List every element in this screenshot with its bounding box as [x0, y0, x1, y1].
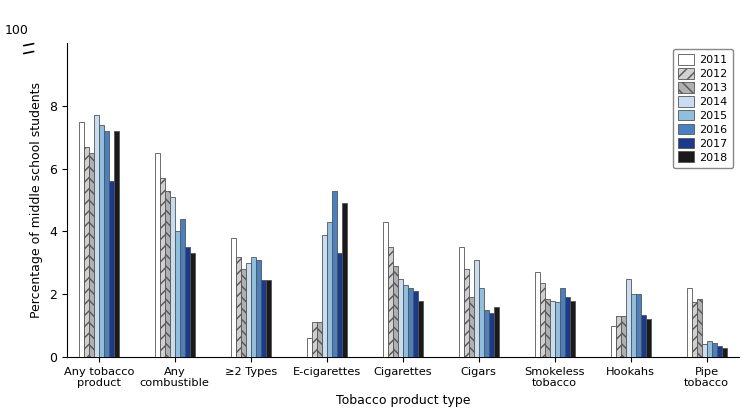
- Bar: [494, 307, 499, 357]
- Bar: [184, 247, 190, 357]
- Bar: [631, 294, 636, 357]
- Bar: [535, 272, 540, 357]
- Bar: [307, 338, 312, 357]
- Bar: [109, 181, 114, 357]
- Bar: [555, 302, 560, 357]
- Bar: [408, 288, 413, 357]
- Bar: [712, 343, 717, 357]
- Bar: [550, 301, 555, 357]
- Bar: [621, 316, 626, 357]
- Bar: [241, 269, 246, 357]
- Bar: [388, 247, 393, 357]
- Bar: [484, 310, 489, 357]
- Bar: [256, 260, 261, 357]
- Bar: [155, 153, 160, 357]
- Bar: [640, 315, 646, 357]
- Bar: [540, 283, 544, 357]
- Bar: [646, 319, 650, 357]
- Bar: [170, 197, 175, 357]
- Bar: [322, 234, 327, 357]
- Bar: [413, 291, 418, 357]
- Bar: [94, 115, 99, 357]
- Bar: [175, 232, 180, 357]
- Bar: [636, 294, 640, 357]
- Bar: [231, 238, 236, 357]
- Y-axis label: Percentage of middle school students: Percentage of middle school students: [30, 82, 44, 318]
- Bar: [327, 222, 332, 357]
- Bar: [160, 178, 165, 357]
- Bar: [489, 313, 494, 357]
- Bar: [266, 280, 271, 357]
- Bar: [246, 263, 250, 357]
- Bar: [84, 147, 88, 357]
- Bar: [697, 299, 702, 357]
- Bar: [544, 299, 550, 357]
- Bar: [332, 191, 337, 357]
- Bar: [478, 288, 484, 357]
- Bar: [316, 322, 322, 357]
- Bar: [418, 301, 423, 357]
- Bar: [717, 346, 722, 357]
- Bar: [403, 285, 408, 357]
- Bar: [616, 316, 621, 357]
- Bar: [383, 222, 388, 357]
- Bar: [464, 269, 469, 357]
- Bar: [236, 257, 241, 357]
- Bar: [165, 191, 170, 357]
- X-axis label: Tobacco product type: Tobacco product type: [335, 394, 470, 407]
- Bar: [114, 131, 118, 357]
- Bar: [687, 288, 692, 357]
- Legend: 2011, 2012, 2013, 2014, 2015, 2016, 2017, 2018: 2011, 2012, 2013, 2014, 2015, 2016, 2017…: [673, 48, 734, 168]
- Bar: [337, 253, 342, 357]
- Bar: [261, 280, 266, 357]
- Bar: [702, 344, 706, 357]
- Bar: [706, 342, 712, 357]
- Bar: [570, 301, 574, 357]
- Bar: [459, 247, 464, 357]
- Bar: [626, 278, 631, 357]
- Bar: [104, 131, 109, 357]
- Bar: [474, 260, 478, 357]
- Bar: [469, 297, 474, 357]
- Bar: [251, 257, 256, 357]
- Bar: [610, 326, 616, 357]
- Bar: [180, 219, 184, 357]
- Bar: [342, 203, 346, 357]
- Bar: [565, 297, 570, 357]
- Bar: [312, 322, 316, 357]
- Bar: [398, 278, 403, 357]
- Bar: [560, 288, 565, 357]
- Bar: [99, 125, 104, 357]
- Bar: [88, 153, 94, 357]
- Bar: [692, 302, 697, 357]
- Bar: [722, 348, 727, 357]
- Bar: [393, 266, 398, 357]
- Text: 100: 100: [4, 24, 28, 37]
- Bar: [79, 122, 84, 357]
- Bar: [190, 253, 195, 357]
